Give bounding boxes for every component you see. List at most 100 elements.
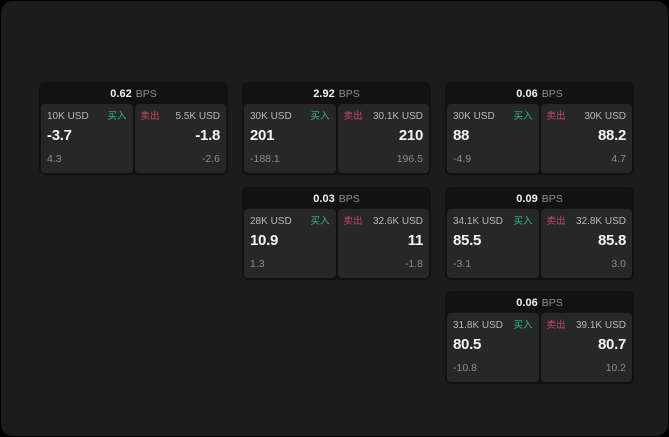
sell-price-value: 11 — [407, 232, 424, 249]
bps-value: 0.06 — [516, 297, 538, 309]
buy-quote-pane[interactable]: 28K USD 买入 10.9 1.3 — [244, 209, 336, 278]
card-body: 30K USD 买入 201 -188.1 卖出 30.1K USD 210 1… — [244, 104, 429, 173]
buy-secondary-value: -188.1 — [250, 153, 280, 165]
card-header: 0.06 BPS — [447, 293, 632, 313]
sell-quote-pane[interactable]: 卖出 30.1K USD 210 196.5 — [337, 104, 429, 173]
buy-side-label: 买入 — [513, 320, 533, 331]
buy-side-label: 买入 — [107, 111, 127, 122]
card-body: 34.1K USD 买入 85.5 -3.1 卖出 32.8K USD 85.8… — [447, 209, 632, 278]
bps-unit-label: BPS — [338, 88, 360, 100]
buy-size-label: 31.8K USD — [453, 320, 504, 331]
buy-price-value: 85.5 — [453, 232, 481, 249]
sell-pane-header: 卖出 39.1K USD — [547, 319, 627, 332]
bps-unit-label: BPS — [541, 193, 563, 205]
bps-unit-label: BPS — [338, 193, 360, 205]
sell-side-label: 卖出 — [546, 320, 566, 331]
buy-secondary-value: -10.8 — [453, 362, 477, 374]
buy-price-value: -3.7 — [47, 127, 72, 144]
buy-quote-pane[interactable]: 30K USD 买入 88 -4.9 — [447, 104, 539, 173]
bps-value: 2.92 — [313, 88, 335, 100]
sell-quote-pane[interactable]: 卖出 32.8K USD 85.8 3.0 — [540, 209, 632, 278]
buy-price-value: 88 — [453, 127, 470, 144]
quote-card: 0.62 BPS 10K USD 买入 -3.7 4.3 卖出 5.5K USD… — [39, 82, 228, 175]
card-header: 2.92 BPS — [244, 84, 429, 104]
buy-price-value: 80.5 — [453, 336, 481, 353]
quote-card: 0.03 BPS 28K USD 买入 10.9 1.3 卖出 32.6K US… — [242, 187, 431, 280]
sell-quote-pane[interactable]: 卖出 5.5K USD -1.8 -2.6 — [134, 104, 226, 173]
sell-price-value: -1.8 — [195, 127, 220, 144]
sell-quote-pane[interactable]: 卖出 32.6K USD 11 -1.8 — [337, 209, 429, 278]
sell-side-label: 卖出 — [140, 111, 160, 122]
sell-side-label: 卖出 — [343, 111, 363, 122]
buy-size-label: 10K USD — [47, 111, 89, 122]
buy-price-value: 201 — [250, 127, 275, 144]
buy-quote-pane[interactable]: 34.1K USD 买入 85.5 -3.1 — [447, 209, 539, 278]
sell-price-value: 88.2 — [598, 127, 626, 144]
sell-size-label: 30.1K USD — [372, 111, 423, 122]
card-body: 10K USD 买入 -3.7 4.3 卖出 5.5K USD -1.8 -2.… — [41, 104, 226, 173]
quote-card: 2.92 BPS 30K USD 买入 201 -188.1 卖出 30.1K … — [242, 82, 431, 175]
sell-size-label: 32.6K USD — [372, 216, 423, 227]
buy-secondary-value: -3.1 — [453, 258, 472, 270]
bps-unit-label: BPS — [541, 297, 563, 309]
sell-quote-pane[interactable]: 卖出 30K USD 88.2 4.7 — [540, 104, 632, 173]
buy-size-label: 28K USD — [250, 216, 292, 227]
buy-quote-pane[interactable]: 10K USD 买入 -3.7 4.3 — [41, 104, 133, 173]
sell-pane-header: 卖出 32.8K USD — [547, 215, 627, 228]
sell-price-value: 210 — [398, 127, 423, 144]
buy-size-label: 30K USD — [250, 111, 292, 122]
bps-value: 0.62 — [110, 88, 132, 100]
quote-card: 0.06 BPS 30K USD 买入 88 -4.9 卖出 30K USD 8… — [445, 82, 634, 175]
bps-unit-label: BPS — [135, 88, 157, 100]
sell-secondary-value: 3.0 — [611, 258, 626, 270]
card-header: 0.06 BPS — [447, 84, 632, 104]
buy-side-label: 买入 — [513, 216, 533, 227]
sell-side-label: 卖出 — [546, 216, 566, 227]
sell-pane-header: 卖出 32.6K USD — [344, 215, 424, 228]
buy-pane-header: 10K USD 买入 — [47, 110, 127, 123]
sell-pane-header: 卖出 5.5K USD — [141, 110, 221, 123]
quote-card: 0.09 BPS 34.1K USD 买入 85.5 -3.1 卖出 32.8K… — [445, 187, 634, 280]
bps-value: 0.06 — [516, 88, 538, 100]
bps-value: 0.09 — [516, 193, 538, 205]
buy-side-label: 买入 — [513, 111, 533, 122]
quote-card: 0.06 BPS 31.8K USD 买入 80.5 -10.8 卖出 39.1… — [445, 291, 634, 384]
buy-side-label: 买入 — [310, 111, 330, 122]
buy-secondary-value: -4.9 — [453, 153, 472, 165]
card-header: 0.62 BPS — [41, 84, 226, 104]
sell-pane-header: 卖出 30K USD — [547, 110, 627, 123]
buy-size-label: 30K USD — [453, 111, 495, 122]
sell-price-value: 80.7 — [598, 336, 626, 353]
buy-pane-header: 34.1K USD 买入 — [453, 215, 533, 228]
sell-size-label: 5.5K USD — [175, 111, 220, 122]
buy-quote-pane[interactable]: 30K USD 买入 201 -188.1 — [244, 104, 336, 173]
card-body: 28K USD 买入 10.9 1.3 卖出 32.6K USD 11 -1.8 — [244, 209, 429, 278]
buy-price-value: 10.9 — [250, 232, 278, 249]
sell-size-label: 39.1K USD — [575, 320, 626, 331]
sell-secondary-value: 4.7 — [611, 153, 626, 165]
buy-pane-header: 28K USD 买入 — [250, 215, 330, 228]
sell-size-label: 30K USD — [584, 111, 626, 122]
bps-value: 0.03 — [313, 193, 335, 205]
buy-quote-pane[interactable]: 31.8K USD 买入 80.5 -10.8 — [447, 313, 539, 382]
sell-secondary-value: -2.6 — [201, 153, 220, 165]
buy-secondary-value: 1.3 — [250, 258, 265, 270]
bps-unit-label: BPS — [541, 88, 563, 100]
buy-pane-header: 31.8K USD 买入 — [453, 319, 533, 332]
card-header: 0.03 BPS — [244, 189, 429, 209]
buy-size-label: 34.1K USD — [453, 216, 504, 227]
sell-secondary-value: -1.8 — [404, 258, 423, 270]
buy-pane-header: 30K USD 买入 — [453, 110, 533, 123]
card-body: 31.8K USD 买入 80.5 -10.8 卖出 39.1K USD 80.… — [447, 313, 632, 382]
card-header: 0.09 BPS — [447, 189, 632, 209]
card-body: 30K USD 买入 88 -4.9 卖出 30K USD 88.2 4.7 — [447, 104, 632, 173]
sell-pane-header: 卖出 30.1K USD — [344, 110, 424, 123]
buy-pane-header: 30K USD 买入 — [250, 110, 330, 123]
sell-secondary-value: 10.2 — [605, 362, 626, 374]
buy-secondary-value: 4.3 — [47, 153, 62, 165]
sell-side-label: 卖出 — [546, 111, 566, 122]
buy-side-label: 买入 — [310, 216, 330, 227]
sell-quote-pane[interactable]: 卖出 39.1K USD 80.7 10.2 — [540, 313, 632, 382]
sell-size-label: 32.8K USD — [575, 216, 626, 227]
